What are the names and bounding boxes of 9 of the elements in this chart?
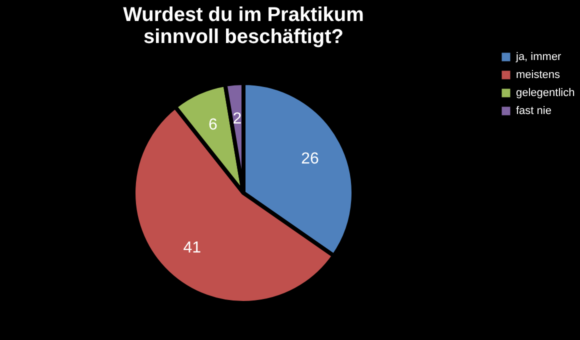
data-label: 41 xyxy=(183,240,202,257)
legend-label: meistens xyxy=(516,69,561,81)
data-label: 2 xyxy=(232,110,242,128)
legend-label: ja, immer xyxy=(515,51,562,63)
chart-title: Wurdest du im Praktikum sinnvoll beschäftigt? xyxy=(123,4,364,48)
data-label: 6 xyxy=(208,116,218,134)
data-label: 26 xyxy=(301,150,319,168)
legend-label: gelegentlich xyxy=(516,87,575,99)
legend-label: fast nie xyxy=(516,105,552,117)
